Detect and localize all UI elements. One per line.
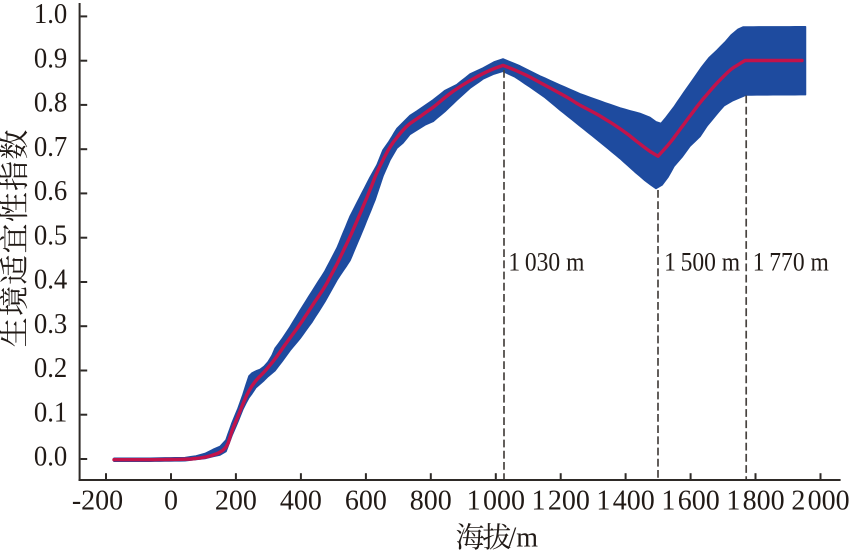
svg-text:0.1: 0.1 (34, 397, 67, 428)
svg-text:1 400: 1 400 (596, 485, 654, 516)
svg-text:1 600: 1 600 (661, 485, 719, 516)
svg-text:0.6: 0.6 (34, 176, 67, 207)
svg-text:0.5: 0.5 (34, 220, 67, 251)
svg-text:200: 200 (215, 485, 257, 516)
svg-text:0.4: 0.4 (34, 265, 67, 296)
svg-text:0.3: 0.3 (34, 309, 67, 340)
svg-text:600: 600 (345, 485, 387, 516)
svg-text:2 000: 2 000 (791, 485, 849, 516)
svg-text:0.7: 0.7 (34, 132, 67, 163)
svg-text:0.0: 0.0 (34, 442, 67, 473)
svg-text:0.2: 0.2 (34, 353, 67, 384)
svg-text:/m: /m (509, 523, 539, 551)
svg-text:1 770 m: 1 770 m (753, 248, 829, 277)
svg-text:0.9: 0.9 (34, 43, 67, 74)
svg-text:1 000: 1 000 (467, 485, 525, 516)
svg-text:-200: -200 (72, 485, 123, 516)
svg-text:1 030 m: 1 030 m (508, 248, 584, 277)
svg-text:0: 0 (164, 485, 178, 516)
svg-text:800: 800 (410, 485, 452, 516)
svg-text:1 800: 1 800 (726, 485, 784, 516)
svg-text:0.8: 0.8 (34, 88, 67, 119)
svg-text:400: 400 (280, 485, 322, 516)
svg-text:1 500 m: 1 500 m (664, 248, 740, 277)
svg-text:1.0: 1.0 (34, 0, 67, 30)
svg-text:1 200: 1 200 (532, 485, 590, 516)
